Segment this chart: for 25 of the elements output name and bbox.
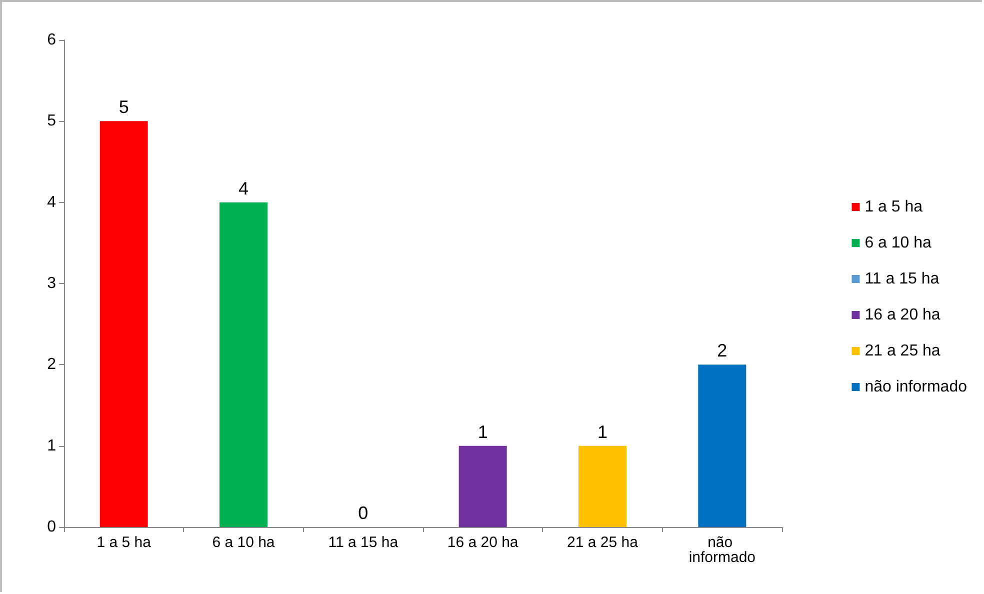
y-tick-label: 3 xyxy=(47,275,56,292)
legend-label: 11 a 15 ha xyxy=(864,270,940,288)
y-tick-label: 2 xyxy=(47,356,56,374)
x-tick-label: 6 a 10 ha xyxy=(212,534,276,551)
legend-label: 16 a 20 ha xyxy=(864,306,940,324)
y-tick-label: 0 xyxy=(47,518,56,536)
data-label: 2 xyxy=(717,340,728,361)
x-tick-label: 1 a 5 ha xyxy=(96,534,152,551)
data-label: 1 xyxy=(597,422,608,442)
data-label: 5 xyxy=(118,97,129,118)
x-tick-label: 11 a 15 ha xyxy=(328,534,399,551)
x-tick-label: 16 a 20 ha xyxy=(447,534,519,551)
legend-label: 21 a 25 ha xyxy=(864,342,940,360)
data-label: 1 xyxy=(478,422,488,442)
x-tick-label: não informado xyxy=(688,534,756,566)
data-label: 4 xyxy=(238,178,249,198)
legend-label: não informado xyxy=(864,378,968,396)
y-tick-label: 6 xyxy=(47,32,56,48)
y-tick-label: 5 xyxy=(47,112,56,130)
legend-label: 1 a 5 ha xyxy=(864,198,923,216)
x-tick-label: 21 a 25 ha xyxy=(567,534,639,551)
data-label: 0 xyxy=(358,503,368,523)
y-tick-label: 1 xyxy=(47,437,56,454)
legend-label: 6 a 10 ha xyxy=(864,234,932,252)
y-tick-label: 4 xyxy=(47,194,56,211)
